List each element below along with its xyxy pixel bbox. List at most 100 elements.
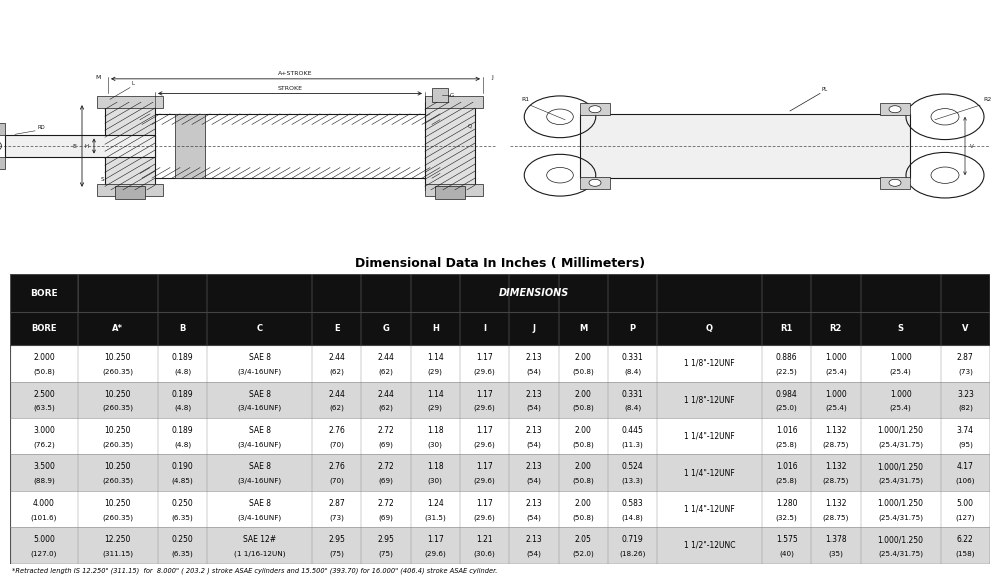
Bar [762,454,811,491]
Bar [608,382,657,418]
Text: (73): (73) [958,369,973,375]
Text: (70): (70) [329,442,344,448]
Bar [78,454,158,491]
Text: SAE 8: SAE 8 [249,390,271,398]
Text: (29.6): (29.6) [474,369,495,375]
Text: 2.13: 2.13 [526,535,542,544]
Text: 0.190: 0.190 [172,463,193,471]
Text: (260.35): (260.35) [102,369,133,375]
Bar [559,312,608,345]
Text: 1.24: 1.24 [427,499,444,507]
Text: 2.72: 2.72 [378,463,394,471]
Text: B: B [179,324,186,333]
Text: SAE 8: SAE 8 [249,353,271,362]
Bar [811,527,861,564]
Bar [207,418,312,454]
Text: (29.6): (29.6) [424,551,446,557]
Text: (25.4): (25.4) [890,369,912,375]
Text: (13.3): (13.3) [622,478,643,484]
Text: (4.85): (4.85) [172,478,193,484]
Bar [941,418,990,454]
Bar [411,491,460,527]
Bar [411,312,460,345]
Text: 1.17: 1.17 [476,463,493,471]
Bar [608,418,657,454]
Text: 2.95: 2.95 [378,535,394,544]
Circle shape [931,109,959,125]
Text: (101.6): (101.6) [31,514,57,520]
Bar [861,345,941,382]
Text: (29.6): (29.6) [474,514,495,520]
Text: 4.000: 4.000 [33,499,55,507]
Text: 1.17: 1.17 [476,390,493,398]
Circle shape [547,109,573,124]
Bar [411,382,460,418]
Text: (25.8): (25.8) [776,478,797,484]
Bar [207,312,312,345]
Text: (127.0): (127.0) [31,551,57,557]
Bar [361,454,411,491]
Text: P: P [629,324,636,333]
Text: (311.15): (311.15) [102,551,133,557]
Text: 2.72: 2.72 [378,499,394,507]
Bar [411,345,460,382]
Bar [158,418,207,454]
Text: (29.6): (29.6) [474,478,495,484]
Text: 1.18: 1.18 [427,426,444,435]
Text: 5.000: 5.000 [33,535,55,544]
Bar [509,345,559,382]
Text: (25.4/31.75): (25.4/31.75) [878,442,923,448]
Bar [559,527,608,564]
Text: 1.378: 1.378 [825,535,847,544]
Text: 0.189: 0.189 [172,390,193,398]
Text: (29.6): (29.6) [474,405,495,412]
Text: 2.44: 2.44 [378,353,394,362]
Text: 0.984: 0.984 [776,390,797,398]
Bar [5,135,155,157]
Bar [811,454,861,491]
Bar [608,491,657,527]
Text: 1.132: 1.132 [825,463,847,471]
Text: 2.00: 2.00 [575,390,592,398]
Text: 1.17: 1.17 [427,535,444,544]
Text: BORE: BORE [30,288,58,298]
Text: (25.4): (25.4) [825,369,847,375]
Bar [411,454,460,491]
Text: (30): (30) [428,478,443,484]
Text: 1.000/1.250: 1.000/1.250 [878,535,924,544]
Bar [175,114,205,178]
Text: 0.524: 0.524 [622,463,643,471]
Text: 0.250: 0.250 [172,499,193,507]
Bar [861,418,941,454]
Bar [97,96,163,108]
Bar [10,382,78,418]
Bar [10,491,78,527]
Bar [432,88,448,102]
Bar [861,382,941,418]
Bar [559,491,608,527]
Bar [207,345,312,382]
Bar [559,418,608,454]
Text: A*: A* [112,324,123,333]
Text: 1 1/4"-12UNF: 1 1/4"-12UNF [684,505,735,513]
Circle shape [889,179,901,186]
Bar [158,454,207,491]
Bar [762,491,811,527]
Text: 1.17: 1.17 [476,426,493,435]
Bar [78,274,990,312]
Bar [509,418,559,454]
Text: 2.00: 2.00 [575,426,592,435]
Text: R1: R1 [780,324,793,333]
Bar [312,345,361,382]
Text: (4.8): (4.8) [174,405,191,412]
Text: 1.14: 1.14 [427,390,444,398]
Bar [559,454,608,491]
Text: (25.4/31.75): (25.4/31.75) [878,551,923,557]
Text: (62): (62) [379,405,393,412]
Text: (14.8): (14.8) [622,514,643,520]
Text: 1.016: 1.016 [776,426,797,435]
Text: 1.21: 1.21 [476,535,493,544]
Text: 12.250: 12.250 [105,535,131,544]
Bar [78,382,158,418]
Bar [361,345,411,382]
